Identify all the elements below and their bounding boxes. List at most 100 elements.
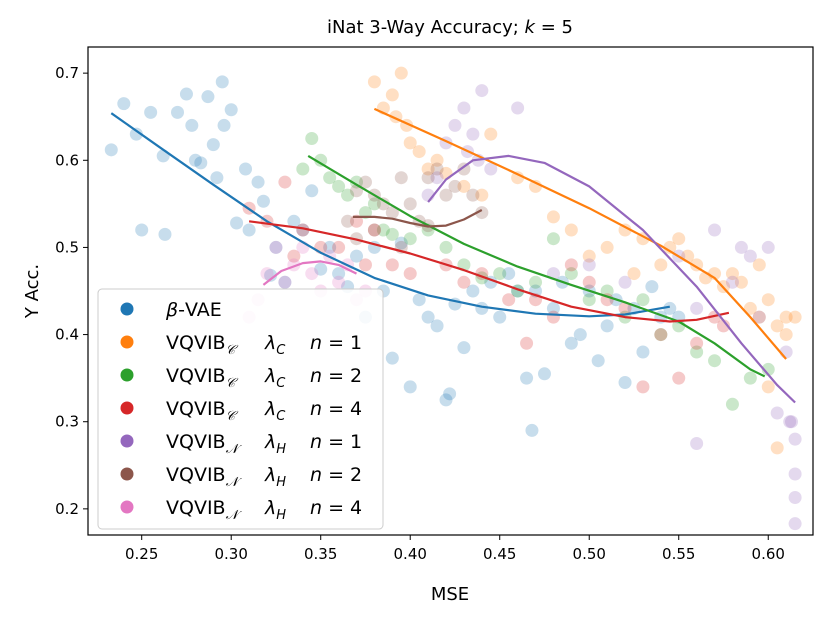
scatter-point (752, 258, 766, 272)
scatter-layer (104, 66, 802, 531)
scatter-point (484, 162, 498, 176)
legend-item: VQVIB𝒞 λC n = 4 (120, 398, 362, 424)
legend-label-n: n = 2 (310, 365, 362, 387)
scatter-point (475, 206, 489, 220)
scatter-point (104, 143, 118, 157)
scatter-point (457, 101, 471, 115)
scatter-point (251, 175, 265, 189)
scatter-point (636, 293, 650, 307)
scatter-point (385, 351, 399, 365)
scatter-point (403, 136, 417, 150)
scatter-point (201, 90, 215, 104)
scatter-point (210, 171, 224, 185)
scatter-point (690, 301, 704, 315)
legend-label-n: n = 1 (310, 431, 362, 453)
scatter-point (179, 87, 193, 101)
chart-title: iNat 3-Way Accuracy; k = 5 (327, 17, 573, 38)
scatter-point (350, 214, 364, 228)
legend-label-n: n = 4 (310, 497, 362, 519)
scatter-point (171, 105, 185, 119)
scatter-point (443, 387, 457, 401)
x-tick-label: 0.30 (215, 545, 248, 563)
scatter-point (439, 240, 453, 254)
scatter-point (188, 153, 202, 167)
scatter-point (323, 171, 337, 185)
scatter-point (546, 232, 560, 246)
legend-marker (120, 401, 134, 415)
legend-item: VQVIB𝒞 λC n = 2 (120, 365, 362, 391)
scatter-point (788, 467, 802, 481)
scatter-point (305, 132, 319, 145)
scatter-point (779, 310, 793, 324)
scatter-point (770, 406, 784, 420)
scatter-point (358, 175, 372, 189)
scatter-point (332, 275, 346, 289)
legend-item: VQVIB𝒩 λH n = 1 (120, 431, 362, 457)
scatter-point (743, 249, 757, 263)
scatter-point (194, 156, 208, 170)
scatter-point (421, 162, 435, 176)
x-axis-label: MSE (431, 584, 469, 605)
legend-marker (120, 467, 134, 481)
scatter-point (761, 380, 775, 394)
scatter-point (725, 267, 739, 281)
scatter-point (332, 267, 346, 281)
scatter-point (215, 75, 229, 89)
legend-marker (120, 500, 134, 514)
scatter-point (239, 162, 253, 176)
scatter-point (484, 127, 498, 141)
scatter-point (761, 362, 775, 376)
legend-label-n: n = 1 (310, 332, 362, 354)
scatter-point (636, 345, 650, 359)
scatter-point (421, 171, 435, 185)
series-1-points (367, 66, 802, 455)
plot-frame (87, 46, 814, 536)
scatter-point (752, 310, 766, 324)
scatter-point (708, 223, 722, 237)
scatter-point (752, 310, 766, 324)
scatter-point (546, 310, 560, 324)
scatter-point (734, 240, 748, 254)
scatter-point (224, 103, 238, 117)
y-tick-label: 0.5 (55, 238, 79, 256)
scatter-point (618, 223, 632, 237)
legend-label-lambda: λH (264, 497, 286, 523)
scatter-point (761, 293, 775, 307)
legend-label-lambda: λC (264, 332, 286, 358)
scatter-point (350, 249, 364, 263)
legend-marker (120, 434, 134, 448)
legend-label: β-VAE (165, 299, 222, 321)
scatter-point (242, 223, 256, 237)
scatter-point (493, 310, 507, 324)
scatter-point (743, 371, 757, 385)
scatter-point (185, 118, 199, 132)
scatter-point (511, 101, 525, 115)
x-tick-label: 0.50 (573, 545, 606, 563)
scatter-point (582, 258, 596, 272)
scatter-point (785, 415, 799, 429)
scatter-point (403, 380, 417, 394)
scatter-point (600, 240, 614, 254)
series-1-fit-line (373, 107, 787, 360)
scatter-point (475, 188, 489, 202)
scatter-point (296, 162, 310, 176)
scatter-point (350, 175, 364, 189)
scatter-point (582, 293, 596, 307)
scatter-point (448, 118, 462, 132)
y-tick-label: 0.7 (55, 64, 79, 82)
scatter-point (779, 328, 793, 342)
scatter-point (287, 214, 301, 228)
scatter-point (367, 197, 381, 211)
legend-box (97, 288, 384, 530)
scatter-point (376, 223, 390, 237)
x-tick-label: 0.55 (662, 545, 695, 563)
legend-item: VQVIB𝒩 λH n = 2 (120, 464, 362, 490)
scatter-point (546, 301, 560, 315)
scatter-point (278, 275, 292, 289)
scatter-point (761, 240, 775, 254)
scatter-point (645, 280, 659, 294)
scatter-point (529, 275, 543, 289)
scatter-point (779, 345, 793, 359)
scatter-point (430, 171, 444, 185)
